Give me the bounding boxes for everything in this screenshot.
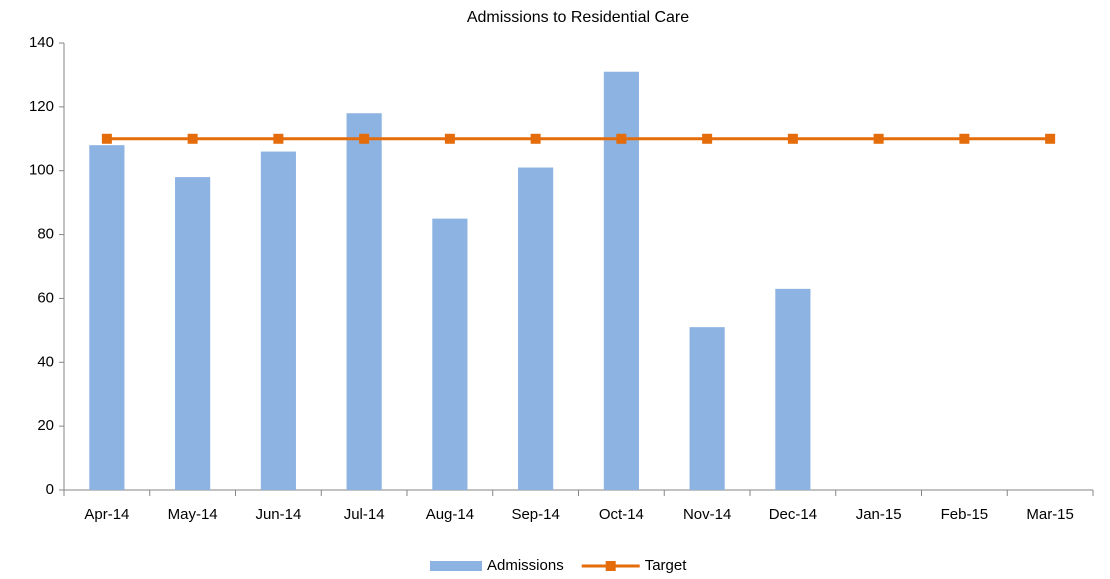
x-tick-label: Sep-14 — [511, 506, 559, 523]
legend-swatch — [430, 561, 482, 571]
line-marker — [616, 133, 627, 144]
y-tick-label: 20 — [37, 417, 54, 434]
bar — [260, 151, 296, 491]
bar — [89, 145, 125, 490]
bar — [775, 288, 811, 490]
line-marker — [702, 133, 713, 144]
y-tick-label: 140 — [29, 34, 54, 51]
x-tick-label: Mar-15 — [1026, 506, 1074, 523]
y-tick-label: 60 — [37, 289, 54, 306]
y-tick-label: 120 — [29, 98, 54, 115]
x-tick-label: Jul-14 — [344, 506, 385, 523]
y-tick-label: 100 — [29, 162, 54, 179]
line-marker — [530, 133, 541, 144]
line-marker — [444, 133, 455, 144]
bar — [432, 218, 468, 490]
y-tick-label: 80 — [37, 226, 54, 243]
x-tick-label: Oct-14 — [599, 506, 644, 523]
x-tick-label: Jun-14 — [255, 506, 301, 523]
y-tick-label: 40 — [37, 353, 54, 370]
line-marker — [873, 133, 884, 144]
line-marker — [273, 133, 284, 144]
legend-label: Target — [645, 557, 688, 574]
line-marker — [959, 133, 970, 144]
chart-title: Admissions to Residential Care — [467, 9, 689, 26]
x-tick-label: Nov-14 — [683, 506, 731, 523]
y-tick-label: 0 — [46, 481, 54, 498]
bar — [175, 177, 211, 490]
x-tick-label: Apr-14 — [84, 506, 129, 523]
x-tick-label: Feb-15 — [941, 506, 989, 523]
x-tick-label: Jan-15 — [856, 506, 902, 523]
bar — [346, 113, 382, 490]
x-tick-label: Aug-14 — [426, 506, 474, 523]
x-tick-label: May-14 — [168, 506, 218, 523]
line-marker — [187, 133, 198, 144]
legend-label: Admissions — [487, 557, 564, 574]
line-marker — [787, 133, 798, 144]
line-marker — [101, 133, 112, 144]
legend-swatch-marker — [605, 561, 616, 571]
x-tick-label: Dec-14 — [769, 506, 817, 523]
bar — [518, 167, 554, 490]
line-marker — [359, 133, 370, 144]
line-marker — [1045, 133, 1056, 144]
bar — [689, 327, 725, 490]
